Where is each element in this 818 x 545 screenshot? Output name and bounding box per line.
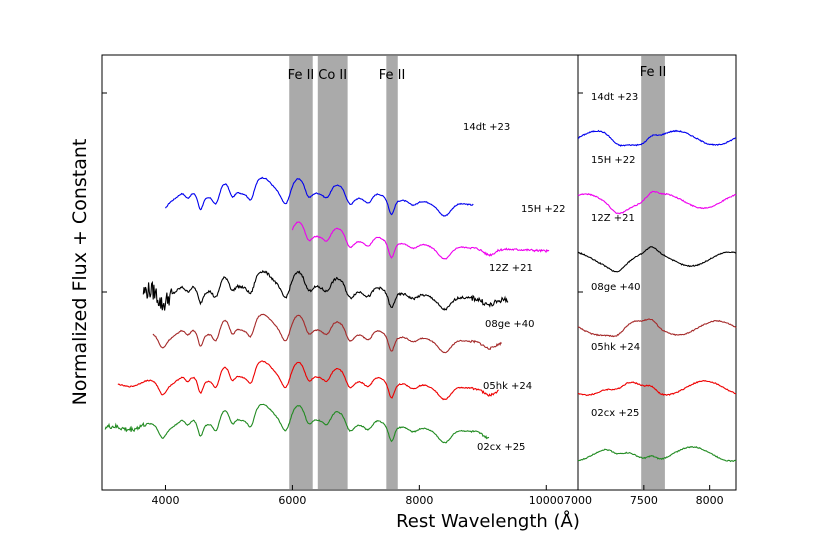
x-axis-label: Rest Wavelength (Å) bbox=[396, 510, 580, 532]
inset-series-line-14dt bbox=[577, 129, 737, 147]
y-axis-label: Normalized Flux + Constant bbox=[69, 139, 91, 406]
main-band-0 bbox=[289, 56, 313, 489]
inset-series-label-14dt: 14dt +23 bbox=[591, 92, 638, 103]
inset-series-line-05hk bbox=[578, 379, 737, 397]
inset-series-label-15H: 15H +22 bbox=[591, 155, 636, 166]
inset-series-line-12Z bbox=[577, 246, 737, 273]
inset-band-label-0: Fe II bbox=[640, 65, 667, 80]
inset-panel-frame bbox=[577, 54, 737, 491]
inset-series-line-15H bbox=[577, 190, 737, 215]
main-band-2 bbox=[386, 56, 398, 489]
series-line-08ge bbox=[152, 313, 502, 354]
main-xtick-label-2: 8000 bbox=[405, 494, 433, 507]
inset-series-line-02cx bbox=[577, 445, 737, 463]
series-line-02cx bbox=[104, 403, 490, 444]
inset-xtick-label-0: 7000 bbox=[564, 494, 592, 507]
inset-series-line-08ge bbox=[577, 318, 737, 338]
series-label-05hk: 05hk +24 bbox=[483, 381, 532, 392]
inset-series-label-08ge: 08ge +40 bbox=[591, 282, 641, 293]
inset-series-label-02cx: 02cx +25 bbox=[591, 408, 639, 419]
series-line-15H bbox=[291, 221, 550, 260]
inset-series-label-05hk: 05hk +24 bbox=[591, 342, 640, 353]
main-xtick-label-3: 10000 bbox=[529, 494, 564, 507]
series-line-05hk bbox=[117, 360, 499, 401]
inset-xtick-label-1: 7500 bbox=[630, 494, 658, 507]
inset-band-0 bbox=[641, 56, 665, 489]
inset-series-label-12Z: 12Z +21 bbox=[591, 213, 635, 224]
main-band-label-1: Co II bbox=[318, 68, 347, 83]
series-label-12Z: 12Z +21 bbox=[489, 263, 533, 274]
main-band-label-2: Fe II bbox=[379, 68, 406, 83]
series-label-08ge: 08ge +40 bbox=[485, 319, 535, 330]
inset-xtick-label-2: 8000 bbox=[696, 494, 724, 507]
main-band-label-0: Fe II bbox=[288, 68, 315, 83]
series-label-02cx: 02cx +25 bbox=[477, 442, 525, 453]
series-line-14dt bbox=[165, 176, 474, 217]
series-line-12Z bbox=[142, 269, 509, 311]
series-label-15H: 15H +22 bbox=[521, 204, 566, 215]
main-band-1 bbox=[317, 56, 348, 489]
series-label-14dt: 14dt +23 bbox=[463, 122, 510, 133]
main-xtick-label-0: 4000 bbox=[151, 494, 179, 507]
main-xtick-label-1: 6000 bbox=[278, 494, 306, 507]
